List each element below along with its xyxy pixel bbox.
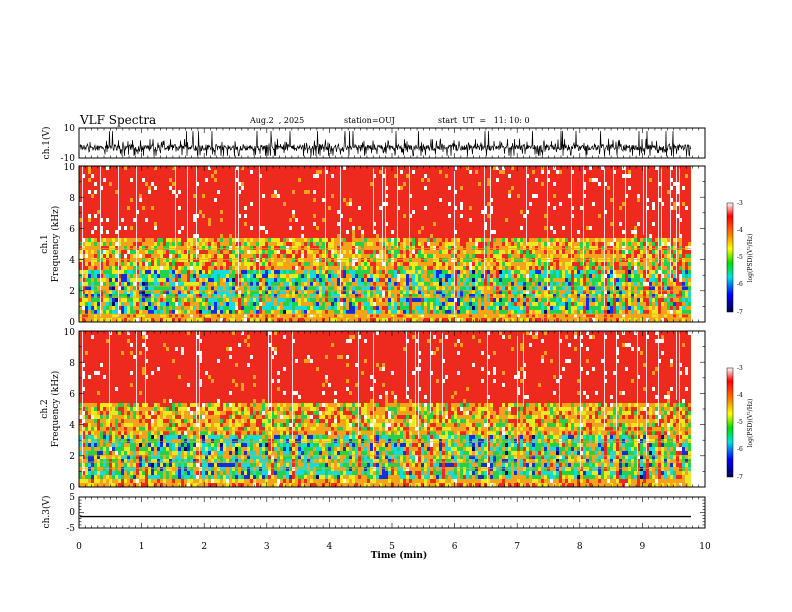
chart-title: VLF Spectra	[80, 113, 157, 127]
time-tick-6: 6	[452, 542, 458, 552]
ch3-ytick-5: 5	[69, 493, 75, 503]
ch2-ytick-10: 10	[64, 328, 76, 338]
date-label: Aug.2 , 2025	[250, 116, 305, 125]
ch2-spectrogram-cells	[79, 331, 691, 487]
ch1-spectrogram-cells	[79, 166, 691, 322]
ch3-waveform-panel: 5 0 -5 ch.3(V)	[41, 493, 706, 534]
time-tick-9: 9	[640, 542, 646, 552]
ch1-ytick-bottom: -10	[61, 154, 76, 164]
ch2-cb-tick-5: -5	[737, 419, 743, 426]
ch2-ytick-2: 2	[69, 452, 75, 462]
ch1-colorbar-gradient	[726, 202, 734, 313]
ch1-ylabel-channel: ch.1	[40, 234, 50, 253]
ch1-cb-tick-4: -4	[737, 227, 743, 234]
ch2-cb-tick-6: -6	[737, 446, 743, 453]
ch1-colorbar-label: log(PSD)(V²/Hz)	[747, 234, 754, 283]
ch2-cb-tick-4: -4	[737, 392, 743, 399]
ch1-ytick-2: 2	[69, 287, 75, 297]
ch2-ytick-8: 8	[69, 359, 75, 369]
ch2-spectrogram-panel: 0 2 4 6 8 10 ch.2 Frequency (kHz)	[40, 328, 706, 493]
ch1-ytick-8: 8	[69, 194, 75, 204]
time-tick-2: 2	[201, 542, 207, 552]
time-tick-4: 4	[327, 542, 333, 552]
ch1-cb-tick-5: -5	[737, 254, 743, 261]
ch1-ytick-0: 0	[69, 318, 75, 328]
ch1-ytick-10: 10	[64, 163, 76, 173]
ch3-waveform-ylabel: ch.3(V)	[41, 496, 52, 529]
ch2-ylabel-channel: ch.2	[40, 399, 50, 418]
ch2-colorbar-gradient	[726, 367, 734, 478]
ch1-colorbar: -3 -4 -5 -6 -7 log(PSD)(V²/Hz)	[726, 200, 754, 316]
time-tick-0: 0	[76, 542, 82, 552]
time-tick-1: 1	[139, 542, 145, 552]
ch3-ytick-minus5: -5	[66, 524, 75, 534]
ch2-ytick-4: 4	[69, 421, 75, 431]
ch1-cb-tick-7: -7	[737, 309, 743, 316]
ch2-ylabel-frequency: Frequency (kHz)	[50, 371, 61, 448]
ch2-colorbar-label: log(PSD)(V²/Hz)	[747, 399, 754, 448]
ch2-cb-tick-7: -7	[737, 474, 743, 481]
ch1-spectrogram-panel: 0 2 4 6 8 10 ch.1 Frequency (kHz)	[40, 163, 706, 328]
time-tick-10: 10	[699, 542, 711, 552]
ch1-ylabel-frequency: Frequency (kHz)	[50, 206, 61, 283]
ch1-cb-tick-3: -3	[737, 200, 743, 207]
ch2-cb-tick-3: -3	[737, 365, 743, 372]
time-tick-8: 8	[577, 542, 583, 552]
time-tick-7: 7	[514, 542, 520, 552]
time-tick-3: 3	[264, 542, 270, 552]
station-label: station=OUJ	[344, 116, 395, 125]
ch2-colorbar: -3 -4 -5 -6 -7 log(PSD)(V²/Hz)	[726, 365, 754, 481]
ch2-ytick-0: 0	[69, 483, 75, 493]
ch3-ytick-0: 0	[69, 508, 75, 518]
ch1-ytick-6: 6	[69, 225, 75, 235]
start-time-label: start UT = 11: 10: 0	[438, 116, 530, 125]
ch1-ytick-top: 10	[64, 124, 76, 134]
ch1-waveform-panel: 10 -10 ch.1(V)	[41, 124, 706, 164]
ch1-ytick-4: 4	[69, 256, 75, 266]
time-axis: 0 1 2 3 4 5 6 7 8 9 10 Time (min)	[76, 542, 711, 561]
ch1-waveform-ylabel: ch.1(V)	[41, 127, 52, 160]
ch2-ytick-6: 6	[69, 390, 75, 400]
ch1-cb-tick-6: -6	[737, 281, 743, 288]
time-axis-label: Time (min)	[371, 550, 428, 561]
time-tick-5: 5	[389, 542, 395, 552]
ch1-waveform-line	[79, 130, 692, 157]
